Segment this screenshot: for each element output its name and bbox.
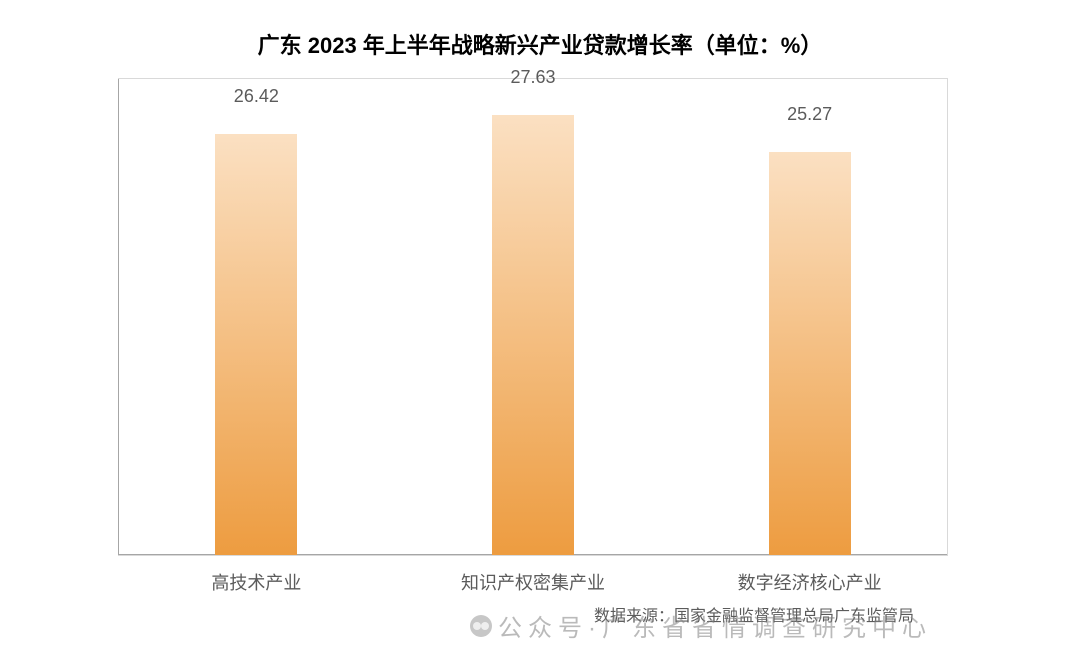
category-label: 知识产权密集产业 <box>461 569 605 595</box>
bar <box>492 115 574 555</box>
plot-area: 26.42高技术产业27.63知识产权密集产业25.27数字经济核心产业 <box>118 79 947 555</box>
watermark-text: 公众号·广东省省情调查研究中心 <box>498 608 932 643</box>
bar-value-label: 26.42 <box>234 86 279 107</box>
wechat-icon <box>470 615 492 637</box>
category-label: 数字经济核心产业 <box>738 569 882 595</box>
bar <box>215 134 297 555</box>
bar-value-label: 27.63 <box>510 67 555 88</box>
bar-value-label: 25.27 <box>787 104 832 125</box>
category-label: 高技术产业 <box>211 569 301 595</box>
chart-title: 广东 2023 年上半年战略新兴产业贷款增长率（单位：%） <box>0 28 1080 60</box>
chart-frame: 26.42高技术产业27.63知识产权密集产业25.27数字经济核心产业 <box>118 78 948 556</box>
watermark: 公众号·广东省省情调查研究中心 <box>470 608 932 643</box>
page: 广东 2023 年上半年战略新兴产业贷款增长率（单位：%） 26.42高技术产业… <box>0 0 1080 659</box>
bar <box>769 152 851 555</box>
